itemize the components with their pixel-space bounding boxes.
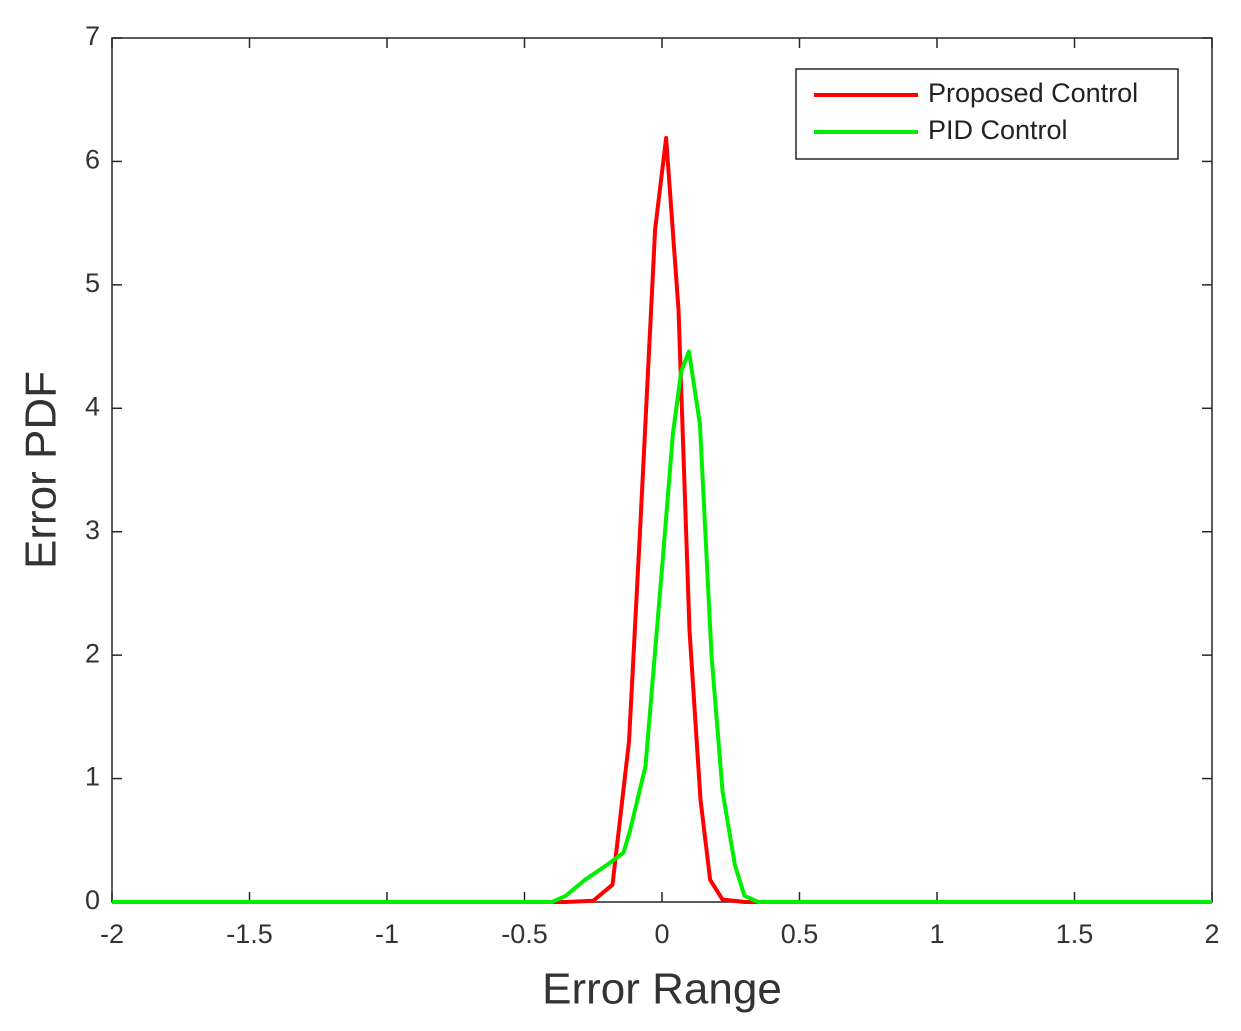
x-tick-label: 0.5	[781, 919, 819, 949]
y-tick-label: 1	[85, 762, 100, 792]
x-tick-label: 1.5	[1056, 919, 1094, 949]
x-tick-label: 1	[929, 919, 944, 949]
y-tick-label: 0	[85, 885, 100, 915]
x-tick-label: -2	[100, 919, 124, 949]
x-tick-label: -0.5	[501, 919, 548, 949]
x-axis-label: Error Range	[542, 965, 782, 1014]
y-tick-label: 3	[85, 515, 100, 545]
legend-label: Proposed Control	[928, 78, 1138, 108]
y-tick-label: 2	[85, 638, 100, 668]
y-tick-label: 4	[85, 391, 100, 421]
legend-box	[795, 68, 1179, 160]
x-tick-label: 0	[654, 919, 669, 949]
y-axis-label: Error PDF	[17, 371, 66, 569]
y-tick-label: 5	[85, 268, 100, 298]
data-line	[112, 135, 1212, 904]
x-tick-label: -1	[375, 919, 399, 949]
y-tick-label: 6	[85, 145, 100, 175]
y-tick-label: 7	[85, 21, 100, 51]
data-line	[112, 349, 1212, 904]
legend-label: PID Control	[928, 115, 1068, 145]
x-tick-label: 2	[1204, 919, 1219, 949]
x-tick-label: -1.5	[226, 919, 273, 949]
